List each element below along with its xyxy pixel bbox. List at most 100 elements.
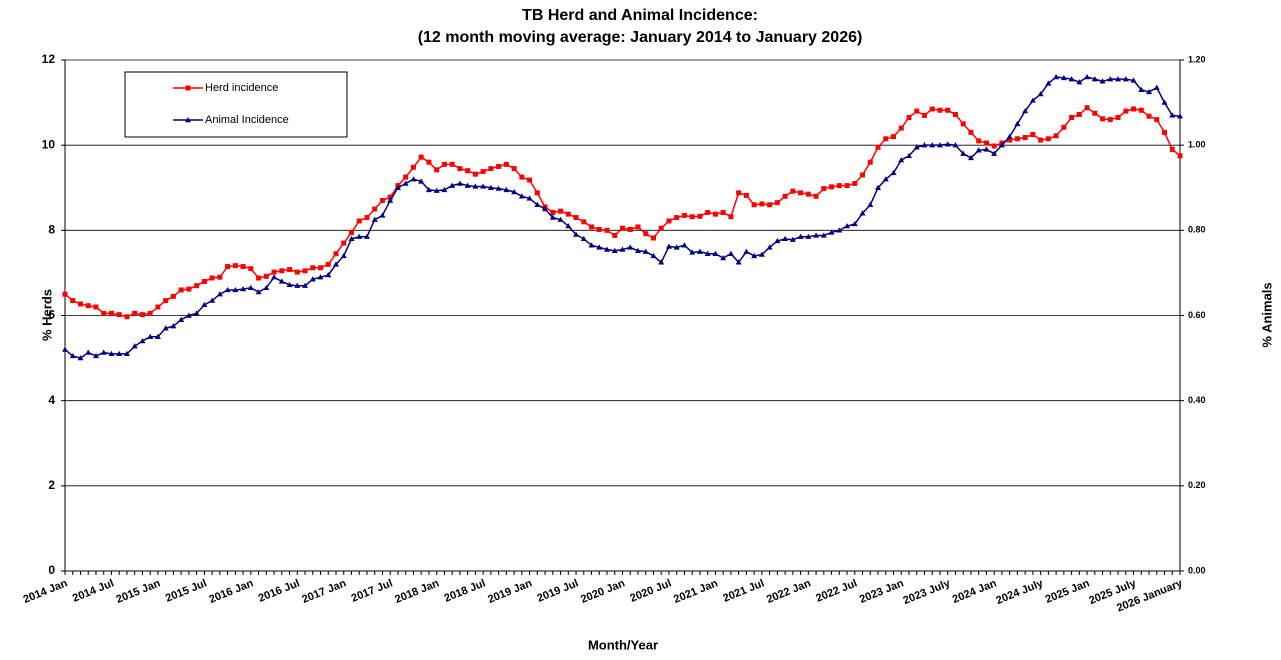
data-point: [348, 235, 355, 242]
data-point: [952, 112, 958, 118]
data-point: [1022, 108, 1029, 114]
data-point: [805, 233, 812, 239]
data-point: [1115, 114, 1121, 120]
data-point: [92, 352, 99, 359]
data-point: [1076, 112, 1082, 118]
data-point: [1045, 136, 1051, 142]
data-point: [1038, 137, 1044, 143]
data-point: [612, 232, 618, 238]
data-point: [890, 169, 897, 176]
x-tick-label: 2017 Jul: [350, 577, 395, 604]
data-point: [782, 193, 788, 199]
data-point: [550, 209, 556, 215]
data-point: [813, 232, 820, 238]
x-tick-label: 2021 Jul: [721, 577, 766, 604]
data-point: [596, 226, 602, 232]
x-tick-label: 2016 Jul: [257, 577, 302, 604]
data-point: [1115, 76, 1122, 82]
data-point: [991, 150, 998, 156]
y2-tick-label: 0.80: [1188, 225, 1206, 235]
x-tick-label: 2018 Jan: [393, 577, 441, 606]
data-point: [851, 220, 858, 227]
data-point: [1099, 78, 1106, 84]
data-point: [100, 349, 107, 355]
data-point: [1146, 113, 1152, 119]
data-point: [1053, 74, 1060, 80]
y-tick-label: 12: [42, 52, 56, 66]
y2-tick-label: 0.60: [1188, 310, 1206, 320]
data-point: [689, 214, 695, 220]
data-point: [480, 169, 486, 175]
data-point: [123, 350, 130, 357]
data-point: [170, 323, 177, 329]
series-line: [64, 106, 1181, 318]
data-point: [155, 304, 161, 310]
data-point: [186, 286, 192, 292]
x-tick-label: 2024 July: [994, 577, 1045, 607]
data-point: [418, 178, 425, 184]
data-point: [611, 247, 618, 253]
data-point: [379, 198, 385, 204]
data-point: [883, 136, 889, 142]
data-point: [201, 278, 207, 284]
data-point: [960, 150, 967, 156]
data-point: [77, 355, 84, 361]
data-point: [565, 223, 572, 229]
x-tick-label: 2014 Jul: [71, 577, 116, 604]
x-tick-label: 2019 Jul: [535, 577, 580, 604]
data-point: [573, 231, 580, 237]
data-point: [402, 180, 409, 186]
data-point: [348, 229, 354, 235]
data-point: [945, 107, 951, 113]
data-point: [294, 282, 301, 288]
data-point: [247, 284, 254, 291]
data-point: [240, 264, 246, 270]
data-point: [1092, 110, 1098, 116]
data-point: [511, 189, 518, 195]
data-point: [720, 255, 727, 261]
data-point: [565, 211, 571, 217]
y2-tick-label: 1.00: [1188, 140, 1206, 150]
data-point: [836, 227, 843, 233]
data-point: [836, 183, 842, 189]
data-point: [705, 209, 711, 215]
chart-title: TB Herd and Animal Incidence:: [522, 7, 758, 24]
data-point: [658, 225, 664, 231]
data-point: [673, 244, 680, 250]
data-point: [139, 338, 146, 344]
data-point: [209, 297, 216, 303]
data-point: [139, 312, 145, 318]
data-point: [1091, 76, 1098, 82]
data-point: [325, 261, 331, 267]
data-point: [302, 268, 308, 274]
data-point: [294, 269, 300, 275]
y2-axis-label: % Animals: [1259, 282, 1274, 347]
data-point: [704, 250, 711, 256]
data-point: [1131, 106, 1137, 112]
data-point: [1153, 84, 1160, 90]
x-tick-label: 2019 Jan: [486, 577, 534, 606]
data-point: [1076, 79, 1083, 85]
data-point: [178, 287, 184, 293]
data-point: [309, 276, 316, 282]
data-point: [1014, 120, 1021, 127]
data-point: [534, 190, 540, 196]
data-point: [147, 310, 153, 316]
data-point: [821, 186, 827, 192]
data-point: [441, 186, 448, 193]
data-point: [696, 248, 703, 254]
data-point: [426, 159, 432, 165]
data-point: [441, 161, 447, 167]
data-point: [774, 237, 781, 244]
data-point: [333, 251, 339, 257]
data-point: [394, 184, 401, 190]
data-point: [232, 263, 238, 269]
data-point: [503, 186, 510, 193]
data-point: [1068, 76, 1075, 82]
data-point: [333, 261, 340, 267]
data-point: [124, 314, 130, 320]
data-point: [759, 201, 765, 207]
data-point: [813, 193, 819, 199]
data-point: [410, 176, 417, 182]
